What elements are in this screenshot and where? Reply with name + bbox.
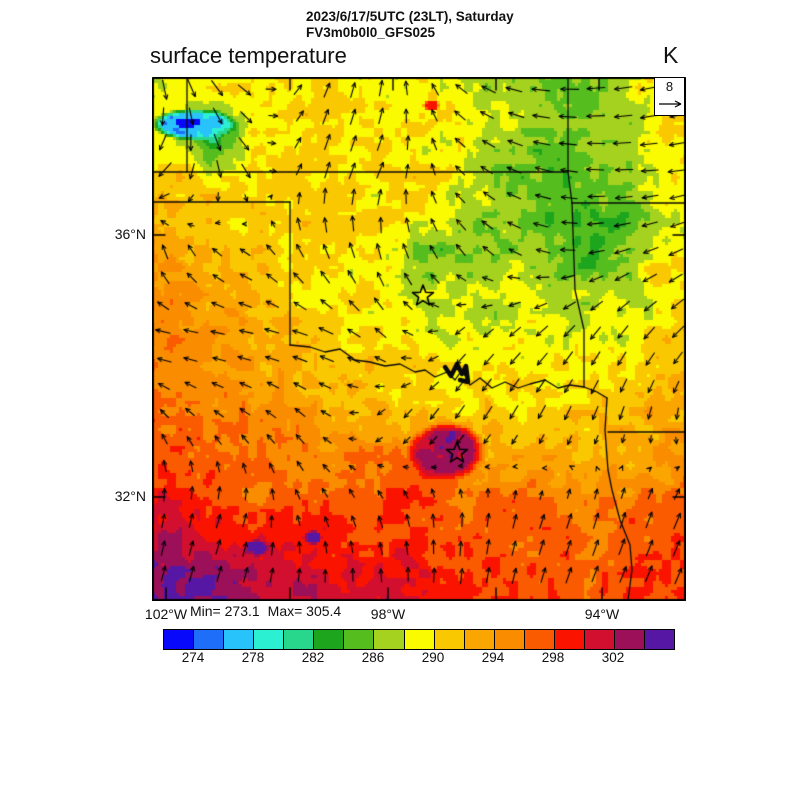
colorbar-segment <box>314 630 345 649</box>
colorbar-segment <box>554 630 585 649</box>
colorbar <box>163 629 675 650</box>
colorbar-segment <box>164 630 195 649</box>
colorbar-segment <box>524 630 555 649</box>
colorbar-tick-label: 298 <box>541 650 565 665</box>
colorbar-segment <box>614 630 645 649</box>
x-tick-label: 94°W <box>584 606 620 622</box>
units-label: K <box>663 42 679 68</box>
colorbar-segment <box>254 630 285 649</box>
colorbar-segment <box>434 630 465 649</box>
x-tick-label: 98°W <box>370 606 406 622</box>
temperature-map-canvas <box>152 77 686 601</box>
wind-reference-arrow-icon <box>659 100 682 108</box>
colorbar-segment <box>645 630 675 649</box>
y-tick-label: 36°N <box>114 226 146 242</box>
colorbar-tick-label: 278 <box>241 650 265 665</box>
y-tick-label: 32°N <box>114 488 146 504</box>
wind-reference-box: 8 <box>654 77 685 116</box>
colorbar-tick-label: 286 <box>361 650 385 665</box>
colorbar-tick-label: 282 <box>301 650 325 665</box>
variable-title: surface temperature <box>150 43 347 68</box>
colorbar-segment <box>374 630 405 649</box>
colorbar-segment <box>344 630 375 649</box>
header-datetime: 2023/6/17/5UTC (23LT), Saturday <box>306 9 514 24</box>
header-model-name: FV3m0b0l0_GFS025 <box>306 25 436 40</box>
x-tick-label: 102°W <box>144 606 188 622</box>
colorbar-tick-label: 294 <box>481 650 505 665</box>
colorbar-segment <box>494 630 525 649</box>
colorbar-segment <box>584 630 615 649</box>
stats-minmax: Min= 273.1 Max= 305.4 <box>190 603 349 619</box>
colorbar-tick-label: 302 <box>601 650 625 665</box>
colorbar-tick-label: 290 <box>421 650 445 665</box>
colorbar-segment <box>224 630 255 649</box>
colorbar-segment <box>194 630 225 649</box>
wind-reference-value: 8 <box>665 79 674 94</box>
colorbar-tick-label: 274 <box>181 650 205 665</box>
figure-header: 2023/6/17/5UTC (23LT), Saturday FV3m0b0l… <box>306 9 514 41</box>
colorbar-segment <box>464 630 495 649</box>
colorbar-segment <box>404 630 435 649</box>
min-stat: Min= 273.1 <box>190 603 260 619</box>
colorbar-segment <box>284 630 315 649</box>
max-stat: Max= 305.4 <box>267 603 342 619</box>
